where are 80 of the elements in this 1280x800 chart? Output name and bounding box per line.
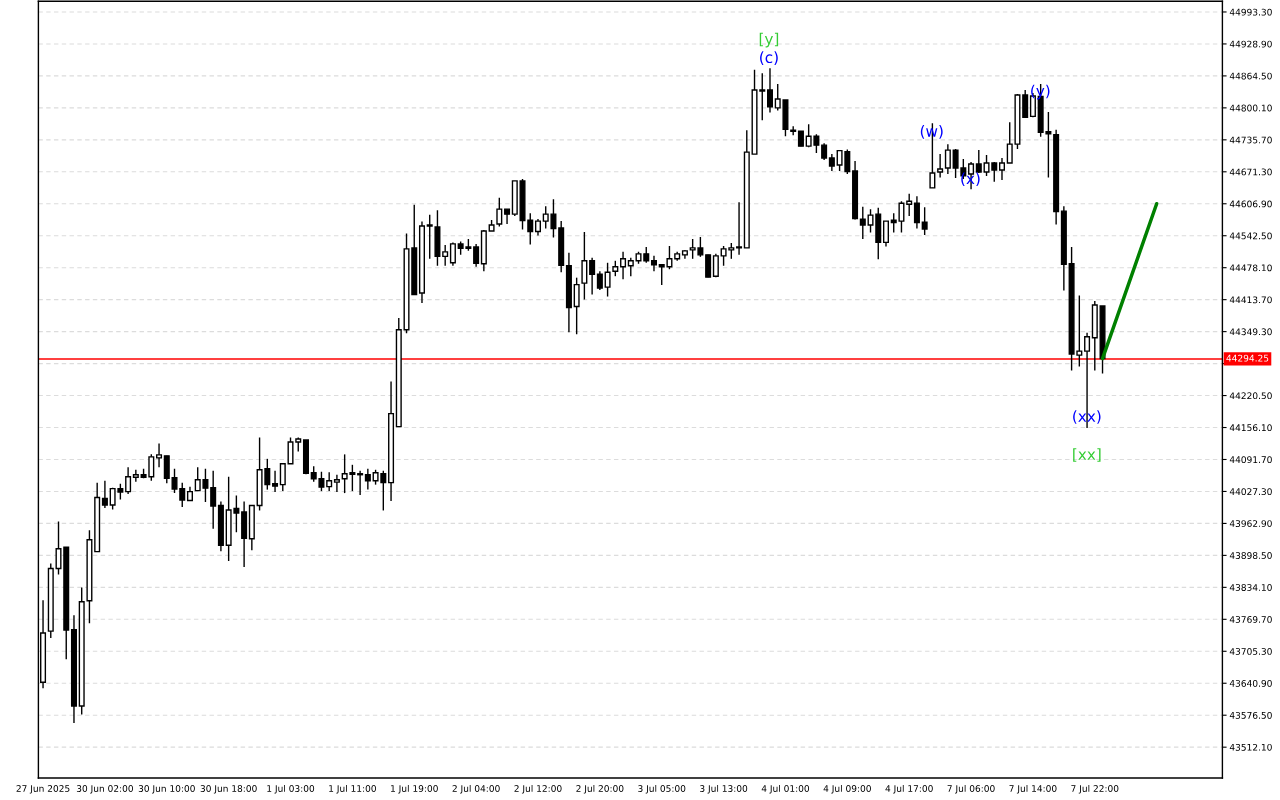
y-tick-label: 44091.70 bbox=[1229, 456, 1272, 464]
candlestick bbox=[581, 231, 588, 301]
x-tick-label: 2 Jul 04:00 bbox=[452, 784, 500, 794]
y-tick-label: 44542.50 bbox=[1229, 232, 1272, 240]
x-tick-label: 2 Jul 20:00 bbox=[576, 784, 624, 794]
y-tick-label: 44928.90 bbox=[1229, 40, 1272, 48]
candlestick bbox=[473, 243, 480, 268]
y-tick-label: 43512.10 bbox=[1229, 743, 1272, 751]
x-tick-label: 4 Jul 01:00 bbox=[761, 784, 810, 794]
annotation: [y] bbox=[759, 32, 779, 48]
x-tick-label: 4 Jul 09:00 bbox=[823, 784, 871, 794]
y-tick-label: 44027.30 bbox=[1229, 488, 1272, 496]
y-tick-label: 44156.10 bbox=[1229, 424, 1272, 432]
y-tick-label: 44413.70 bbox=[1229, 296, 1272, 304]
candlestick bbox=[975, 149, 982, 174]
x-tick-label: 1 Jul 19:00 bbox=[391, 784, 438, 794]
candlestick bbox=[906, 193, 913, 217]
candlestick bbox=[272, 470, 279, 493]
y-tick-label: 44800.10 bbox=[1229, 104, 1272, 112]
candlestick bbox=[944, 143, 951, 175]
x-tick-label: 27 Jun 2025 bbox=[16, 785, 70, 794]
candlestick bbox=[357, 470, 364, 496]
candlestick bbox=[921, 206, 928, 236]
y-tick-label: 43898.50 bbox=[1229, 552, 1272, 559]
candlestick bbox=[766, 67, 774, 114]
candlestick bbox=[326, 471, 333, 492]
candlestick bbox=[882, 220, 890, 248]
y-tick-label: 43769.70 bbox=[1229, 616, 1272, 623]
y-tick-label: 43834.10 bbox=[1229, 584, 1272, 591]
candlestick bbox=[449, 241, 456, 267]
candlestick bbox=[937, 153, 944, 179]
candlestick bbox=[442, 244, 449, 267]
candlestick bbox=[790, 125, 797, 136]
y-tick-label: 43576.50 bbox=[1229, 711, 1272, 719]
x-tick-label: 3 Jul 05:00 bbox=[638, 784, 686, 794]
annotation: (c) bbox=[760, 51, 778, 65]
candlestick bbox=[650, 255, 658, 272]
candlestick bbox=[620, 251, 627, 280]
candlestick bbox=[604, 262, 611, 298]
x-tick-label: 30 Jun 02:00 bbox=[76, 785, 133, 794]
x-tick-label: 30 Jun 18:00 bbox=[200, 785, 257, 794]
x-tick-label: 2 Jul 12:00 bbox=[514, 784, 562, 794]
candlestick bbox=[101, 479, 108, 509]
candlestick bbox=[627, 257, 634, 277]
y-tick-label: 43962.90 bbox=[1229, 520, 1272, 527]
candlestick bbox=[333, 474, 340, 493]
candlestick bbox=[573, 276, 580, 335]
y-tick-label: 44349.30 bbox=[1229, 328, 1272, 336]
candlestick bbox=[589, 257, 596, 296]
y-tick-label: 44671.30 bbox=[1229, 168, 1272, 176]
y-tick-label: 44478.10 bbox=[1229, 264, 1272, 272]
y-tick-label: 44993.30 bbox=[1229, 8, 1272, 16]
x-tick-label: 1 Jul 03:00 bbox=[267, 784, 315, 794]
x-tick-label: 7 Jul 06:00 bbox=[947, 784, 995, 794]
x-tick-label: 1 Jul 11:00 bbox=[329, 784, 376, 794]
candlestick bbox=[132, 469, 139, 483]
candlestick bbox=[998, 157, 1006, 181]
y-tick-label: 44606.90 bbox=[1229, 200, 1272, 208]
candlestick bbox=[596, 270, 603, 291]
y-tick-label: 44735.70 bbox=[1229, 136, 1272, 144]
candlestick bbox=[1022, 89, 1029, 119]
candlestick bbox=[913, 195, 920, 230]
annotation: [xx] bbox=[1073, 448, 1101, 462]
candlestick bbox=[736, 201, 743, 256]
y-tick-label: 44220.50 bbox=[1229, 392, 1272, 400]
x-tick-label: 7 Jul 22:00 bbox=[1071, 784, 1119, 794]
candlestick bbox=[125, 466, 132, 495]
y-tick-label: 44864.50 bbox=[1229, 72, 1272, 80]
x-tick-label: 30 Jun 10:00 bbox=[138, 785, 195, 794]
y-tick-label: 43705.30 bbox=[1229, 648, 1272, 655]
candlestick bbox=[156, 442, 163, 468]
x-tick-label: 4 Jul 17:00 bbox=[885, 784, 933, 794]
candlestick bbox=[364, 468, 371, 491]
y-tick-label: 43640.90 bbox=[1229, 679, 1272, 687]
ref-line-label: 44294.25 bbox=[1226, 354, 1269, 362]
candlestick bbox=[210, 470, 217, 530]
x-tick-label: 7 Jul 14:00 bbox=[1009, 784, 1057, 794]
x-tick-label: 3 Jul 13:00 bbox=[700, 784, 748, 794]
candlestick bbox=[859, 205, 866, 240]
candlestick bbox=[705, 254, 712, 278]
